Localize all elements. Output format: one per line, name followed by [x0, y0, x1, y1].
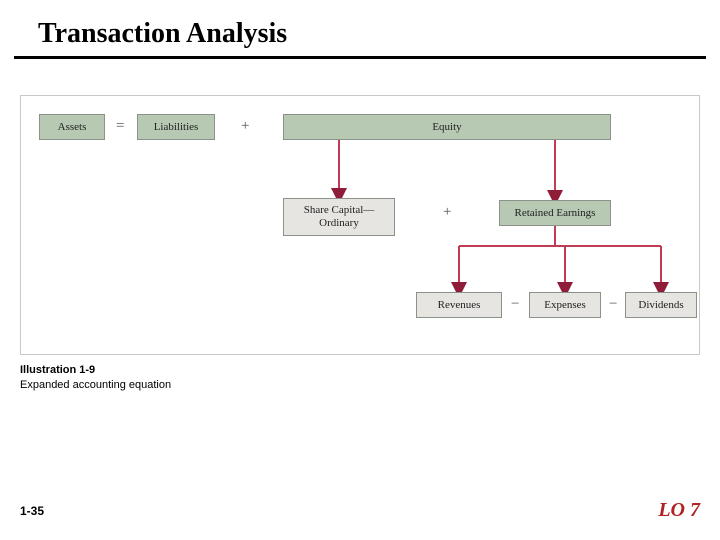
operator-eq: = — [116, 118, 124, 135]
illustration-caption: Illustration 1-9 Expanded accounting equ… — [20, 363, 720, 394]
caption-text: Expanded accounting equation — [20, 379, 171, 391]
operator-min1: − — [511, 296, 519, 313]
box-share: Share Capital—Ordinary — [283, 198, 395, 236]
title-rule — [14, 56, 706, 59]
box-dividends: Dividends — [625, 292, 697, 318]
operator-min2: − — [609, 296, 617, 313]
caption-number: Illustration 1-9 — [20, 364, 95, 376]
diagram-frame: Assets Liabilities Equity Share Capital—Ord… — [20, 95, 700, 355]
page-number: 1-35 — [20, 504, 44, 518]
operator-plus2: + — [443, 204, 451, 221]
box-equity: Equity — [283, 114, 611, 140]
box-revenues: Revenues — [416, 292, 502, 318]
box-liab: Liabilities — [137, 114, 215, 140]
box-expenses: Expenses — [529, 292, 601, 318]
box-assets: Assets — [39, 114, 105, 140]
operator-plus1: + — [241, 118, 249, 135]
learning-objective: LO 7 — [658, 499, 700, 522]
page-title: Transaction Analysis — [38, 18, 720, 50]
box-retained: Retained Earnings — [499, 200, 611, 226]
